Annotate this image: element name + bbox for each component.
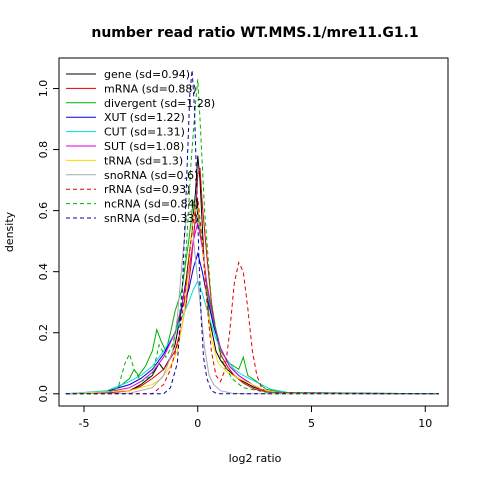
legend-label-3: XUT (sd=1.22) — [104, 111, 185, 124]
x-axis-label: log2 ratio — [229, 452, 282, 465]
chart-title: number read ratio WT.MMS.1/mre11.G1.1 — [91, 25, 418, 41]
x-tick-label-3: 10 — [418, 417, 432, 430]
x-tick-label-0: -5 — [79, 417, 90, 430]
legend-label-2: divergent (sd=1.28) — [104, 97, 215, 110]
legend-label-1: mRNA (sd=0.88) — [104, 82, 197, 95]
y-tick-label-0: 0.0 — [37, 385, 50, 403]
series-line-10 — [65, 70, 439, 395]
legend: gene (sd=0.94)mRNA (sd=0.88) divergent (s… — [66, 68, 215, 225]
x-tick-label-2: 5 — [308, 417, 315, 430]
legend-label-4: CUT (sd=1.31) — [104, 126, 185, 139]
series-line-1 — [65, 167, 439, 395]
x-tick-label-1: 0 — [194, 417, 201, 430]
y-tick-label-1: 0.2 — [37, 324, 50, 342]
plot-area — [65, 70, 439, 395]
legend-label-10: snRNA (sd=0.33) — [104, 212, 199, 225]
series-line-3 — [65, 251, 439, 395]
legend-label-6: tRNA (sd=1.3) — [104, 154, 183, 167]
y-tick-label-3: 0.6 — [37, 202, 50, 220]
series-line-6 — [65, 204, 439, 395]
series-line-5 — [65, 222, 439, 395]
legend-label-8: rRNA (sd=0.93) — [104, 183, 190, 196]
series-line-2 — [65, 199, 439, 395]
x-axis: -5 0 5 10 — [79, 406, 432, 430]
y-tick-label-2: 0.4 — [37, 263, 50, 281]
series-line-8 — [65, 198, 439, 395]
legend-label-7: snoRNA (sd=0.6) — [104, 169, 198, 182]
series-line-9 — [65, 79, 439, 395]
legend-label-5: SUT (sd=1.08) — [104, 140, 184, 153]
legend-label-0: gene (sd=0.94) — [104, 68, 190, 81]
series-line-7 — [65, 209, 439, 395]
y-axis: 0.0 0.2 0.4 0.6 0.8 1.0 — [37, 80, 59, 403]
y-axis-label: density — [3, 211, 16, 252]
y-tick-label-4: 0.8 — [37, 141, 50, 159]
series-line-4 — [65, 279, 439, 395]
legend-label-9: ncRNA (sd=0.84) — [104, 198, 199, 211]
y-tick-label-5: 1.0 — [37, 80, 50, 98]
plot-border — [58, 57, 449, 407]
